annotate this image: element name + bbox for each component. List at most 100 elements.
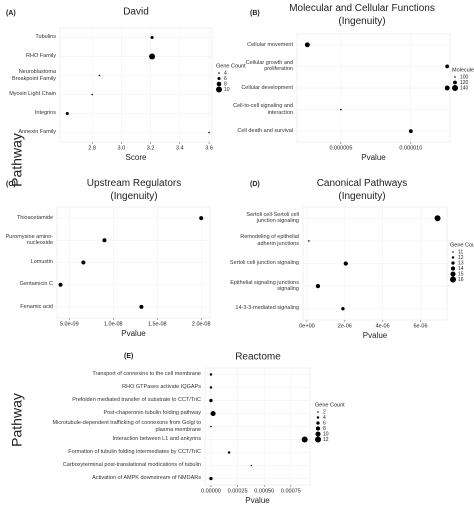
legend-label: 2 [323, 409, 326, 415]
category-label-box: 14-3-3-mediated signaling [235, 305, 299, 311]
category-label-box: Microtubule-dependent trafficking of con… [52, 420, 201, 433]
x-tick-label: 2.0e-08 [192, 321, 211, 327]
legend-label: 10 [224, 87, 230, 93]
plot-area [59, 27, 213, 143]
dot [210, 425, 212, 428]
panel-title: David [123, 7, 149, 18]
category-label: Cell death and survival [237, 127, 293, 134]
dot [209, 476, 213, 481]
legend-dot [450, 266, 456, 271]
legend-dot [315, 436, 321, 443]
category-label: Interaction between L1 and ankyrins [112, 436, 201, 443]
dot [250, 464, 253, 467]
dot [199, 216, 204, 221]
category-label: Cellular growth and proliferation [245, 59, 293, 73]
legend-label: 15 [458, 271, 464, 277]
x-tick-label: 0.000005 [329, 145, 352, 151]
legend-dot [452, 85, 458, 91]
legend-dot [218, 72, 220, 74]
legend-dot [216, 86, 222, 93]
x-tick-label: 3.0 [118, 145, 126, 151]
category-label-box: Cell death and survival [237, 127, 293, 134]
dot [98, 74, 101, 77]
legend-title: Gene Count [450, 242, 474, 248]
legend-title: Gene Count [216, 63, 246, 69]
x-axis-label: Pvalue [121, 329, 146, 338]
y-axis-label: Pathway [9, 133, 25, 187]
legend-label: 6 [224, 76, 227, 82]
legend-label: 6 [323, 420, 326, 426]
category-label-box: Activation of AMPK downstream of NMDARs [92, 475, 201, 481]
legend-label: 120 [460, 80, 469, 86]
legend-dot [216, 81, 222, 87]
category-label: RHO GTPases activate IQGAPs [122, 384, 201, 391]
legend-dot [452, 251, 454, 253]
category-label: Annexin Family [18, 129, 56, 136]
legend-dot [451, 261, 455, 265]
legend-dot [454, 76, 456, 78]
dot [408, 129, 413, 134]
category-label-box: Cellular movement [247, 41, 293, 48]
legend-label: 12 [323, 437, 329, 443]
legend-label: 11 [458, 249, 463, 255]
legend-dot [453, 80, 457, 85]
x-tick-label: 0.00050 [254, 488, 274, 494]
legend-label: 100 [460, 74, 469, 80]
dot [315, 283, 321, 289]
category-label-box: Epithelial signaling junctions signaling [230, 280, 299, 293]
legend-label: 14 [458, 266, 464, 272]
category-label-box: Lomustin [31, 259, 53, 265]
dot [150, 35, 154, 40]
category-label: Transport of connexins to the cell membr… [92, 371, 201, 378]
category-label-box: Fenamic acid [20, 304, 53, 310]
x-tick-label: 0.00075 [281, 488, 301, 494]
x-tick-label: 0.000010 [399, 145, 422, 151]
dot [65, 111, 69, 116]
category-label-box: Sertoli cell-Sertoli cell junction signa… [246, 212, 299, 225]
dot [444, 85, 450, 91]
dot [343, 261, 348, 266]
category-label: Cell-to-cell signaling and interaction [233, 103, 293, 116]
legend-title: Gene Count [315, 402, 345, 408]
category-label-box: Myosin Light Chain [9, 91, 56, 98]
category-label: Prefolden mediated transfer of substrate… [72, 397, 201, 404]
category-label-box: RHO GTPases activate IQGAPs [122, 384, 201, 391]
category-label: Post-chaperonin tubulin folding pathway [103, 410, 201, 417]
dot [445, 64, 450, 69]
category-label-box: Cellular growth and proliferation [245, 59, 293, 73]
panel-label: (E) [124, 353, 133, 360]
dot [434, 215, 441, 222]
legend-label: 8 [323, 426, 326, 432]
x-tick-label: 2.8 [88, 145, 96, 151]
legend-label: 4 [224, 70, 227, 76]
category-label-box: Neuroblastoma Breakpoint Family [11, 69, 56, 82]
category-label: Cellular movement [247, 41, 293, 48]
category-label: Sertoli cell junction signaling [229, 260, 299, 267]
category-label-box: Gentamicin C [20, 281, 53, 287]
dot [308, 240, 310, 242]
x-axis-label: Score [126, 153, 147, 162]
category-label-box: Transport of connexins to the cell membr… [92, 371, 201, 378]
x-tick-label: 3.4 [176, 145, 184, 151]
dot [210, 410, 216, 417]
panel-label: (A) [6, 10, 16, 17]
category-label: Remodeling of epithelial adherin junctio… [240, 234, 299, 247]
category-label: Neuroblastoma Breakpoint Family [11, 69, 56, 82]
category-label: Puromysine amino-nucleoside [5, 233, 53, 247]
legend-title: Molecules [452, 67, 474, 73]
x-tick-label: 0.00025 [228, 488, 248, 494]
panel-label: (D) [250, 181, 260, 188]
dot [209, 373, 213, 376]
dot [81, 260, 86, 265]
legend-label: 4 [323, 415, 326, 421]
legend-label: 140 [460, 85, 469, 91]
category-label: Carboxyterminal post-translational modic… [62, 462, 201, 469]
legend-label: 10 [323, 431, 329, 437]
category-label: Microtubule-dependent trafficking of con… [52, 420, 201, 433]
x-tick-label: 5.0e-09 [60, 321, 79, 327]
x-tick-label: 6e-06 [413, 323, 427, 329]
category-label-box: Thioacetamide [17, 215, 53, 221]
legend-dot [315, 426, 321, 431]
category-label: Myosin Light Chain [9, 91, 56, 98]
